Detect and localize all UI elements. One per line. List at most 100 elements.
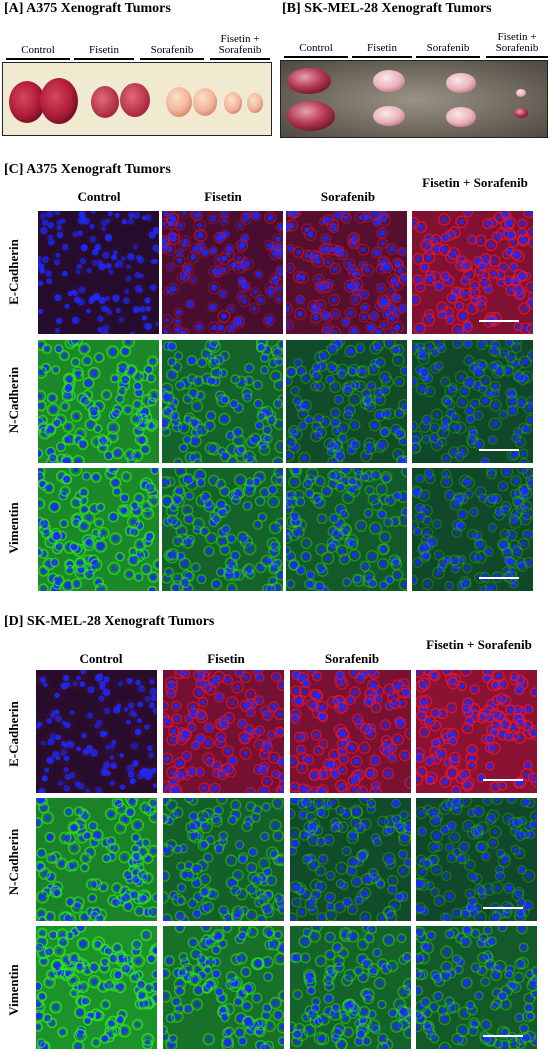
micrograph-image [36, 926, 157, 1049]
micrograph-image [286, 340, 407, 463]
group-underline [140, 58, 204, 60]
group-label: Control [299, 42, 333, 54]
tumor-photo-image [3, 63, 271, 135]
micrograph-image [416, 798, 537, 921]
group-label: Fisetin [367, 42, 397, 54]
panel-d-tile-n-cadherin-3 [290, 798, 411, 921]
micrograph-image [412, 468, 533, 591]
panel-d-row-ncadherin: N-Cadherin [6, 828, 21, 896]
scale-bar [479, 320, 519, 322]
scale-bar [479, 577, 519, 579]
panel-c-tile-e-cadherin-2 [162, 211, 283, 334]
panel-b-title: [B] SK-MEL-28 Xenograft Tumors [282, 1, 492, 16]
panel-a-group-fisetin: Fisetin [74, 36, 134, 60]
panel-b-group-control: Control [284, 36, 348, 58]
panel-d-tile-vimentin-4 [416, 926, 537, 1049]
panel-c-tile-e-cadherin-3 [286, 211, 407, 334]
panel-c-tile-n-cadherin-2 [162, 340, 283, 463]
panel-a-group-sorafenib: Sorafenib [140, 36, 204, 60]
group-underline [486, 56, 548, 58]
panel-c-col-combo: Fisetin + Sorafenib [422, 175, 528, 190]
group-label: Fisetin + Sorafenib [218, 33, 262, 56]
panel-d-title: [D] SK-MEL-28 Xenograft Tumors [4, 614, 215, 629]
panel-c-col-fisetin: Fisetin [204, 189, 242, 204]
panel-d-tile-e-cadherin-3 [290, 670, 411, 793]
micrograph-image [163, 798, 284, 921]
scale-bar [483, 1035, 523, 1037]
panel-d-row-ecadherin: E-Cadherin [6, 701, 21, 767]
micrograph-image [36, 798, 157, 921]
panel-c-tile-vimentin-1 [38, 468, 159, 591]
group-label: Fisetin + Sorafenib [495, 31, 539, 54]
panel-c-tile-vimentin-4 [412, 468, 533, 591]
group-label: Control [21, 44, 55, 56]
scale-bar [479, 449, 519, 451]
group-label: Fisetin [89, 44, 119, 56]
micrograph-image [162, 468, 283, 591]
micrograph-image [162, 340, 283, 463]
micrograph-image [416, 670, 537, 793]
panel-a-group-combo: Fisetin + Sorafenib [210, 22, 270, 60]
scale-bar [483, 907, 523, 909]
micrograph-image [412, 340, 533, 463]
panel-d-tile-n-cadherin-1 [36, 798, 157, 921]
panel-d-tile-e-cadherin-1 [36, 670, 157, 793]
panel-d-col-control: Control [79, 651, 123, 666]
micrograph-image [290, 798, 411, 921]
panel-b-group-sorafenib: Sorafenib [416, 36, 480, 58]
tumor-photo-image [281, 61, 547, 137]
panel-d-tile-e-cadherin-2 [163, 670, 284, 793]
micrograph-image [163, 926, 284, 1049]
micrograph-image [286, 468, 407, 591]
micrograph-image [412, 211, 533, 334]
group-label: Sorafenib [150, 44, 194, 56]
panel-d-tile-n-cadherin-2 [163, 798, 284, 921]
panel-d-tile-vimentin-3 [290, 926, 411, 1049]
panel-a-tumor-photo [2, 62, 272, 136]
micrograph-image [290, 926, 411, 1049]
micrograph-image [163, 670, 284, 793]
scale-bar [483, 779, 523, 781]
group-underline [6, 58, 70, 60]
panel-b-group-combo: Fisetin + Sorafenib [486, 22, 548, 58]
panel-c-tile-vimentin-3 [286, 468, 407, 591]
panel-c-tile-n-cadherin-1 [38, 340, 159, 463]
micrograph-image [286, 211, 407, 334]
group-label: Sorafenib [426, 42, 470, 54]
panel-d-col-combo: Fisetin + Sorafenib [426, 637, 532, 652]
group-underline [210, 58, 270, 60]
panel-b-tumor-photo [280, 60, 548, 138]
micrograph-image [38, 211, 159, 334]
panel-b-group-fisetin: Fisetin [352, 36, 412, 58]
panel-a-group-control: Control [6, 36, 70, 60]
panel-d-tile-e-cadherin-4 [416, 670, 537, 793]
panel-c-title: [C] A375 Xenograft Tumors [4, 162, 171, 177]
panel-c-tile-n-cadherin-3 [286, 340, 407, 463]
group-underline [284, 56, 348, 58]
panel-d-row-vimentin: Vimentin [6, 964, 21, 1016]
group-underline [74, 58, 134, 60]
micrograph-image [36, 670, 157, 793]
micrograph-image [38, 340, 159, 463]
panel-a-title: [A] A375 Xenograft Tumors [4, 1, 171, 16]
micrograph-image [38, 468, 159, 591]
panel-c-tile-n-cadherin-4 [412, 340, 533, 463]
panel-c-tile-e-cadherin-1 [38, 211, 159, 334]
panel-c-row-ecadherin: E-Cadherin [6, 239, 21, 305]
micrograph-image [416, 926, 537, 1049]
panel-d-col-fisetin: Fisetin [207, 651, 245, 666]
panel-c-col-sorafenib: Sorafenib [320, 189, 376, 204]
panel-d-tile-vimentin-2 [163, 926, 284, 1049]
panel-c-col-control: Control [77, 189, 121, 204]
panel-c-tile-e-cadherin-4 [412, 211, 533, 334]
panel-d-col-sorafenib: Sorafenib [324, 651, 380, 666]
panel-d-tile-vimentin-1 [36, 926, 157, 1049]
group-underline [416, 56, 480, 58]
micrograph-image [162, 211, 283, 334]
panel-c-tile-vimentin-2 [162, 468, 283, 591]
panel-d-tile-n-cadherin-4 [416, 798, 537, 921]
panel-c-row-vimentin: Vimentin [6, 502, 21, 554]
micrograph-image [290, 670, 411, 793]
panel-c-row-ncadherin: N-Cadherin [6, 366, 21, 434]
group-underline [352, 56, 412, 58]
